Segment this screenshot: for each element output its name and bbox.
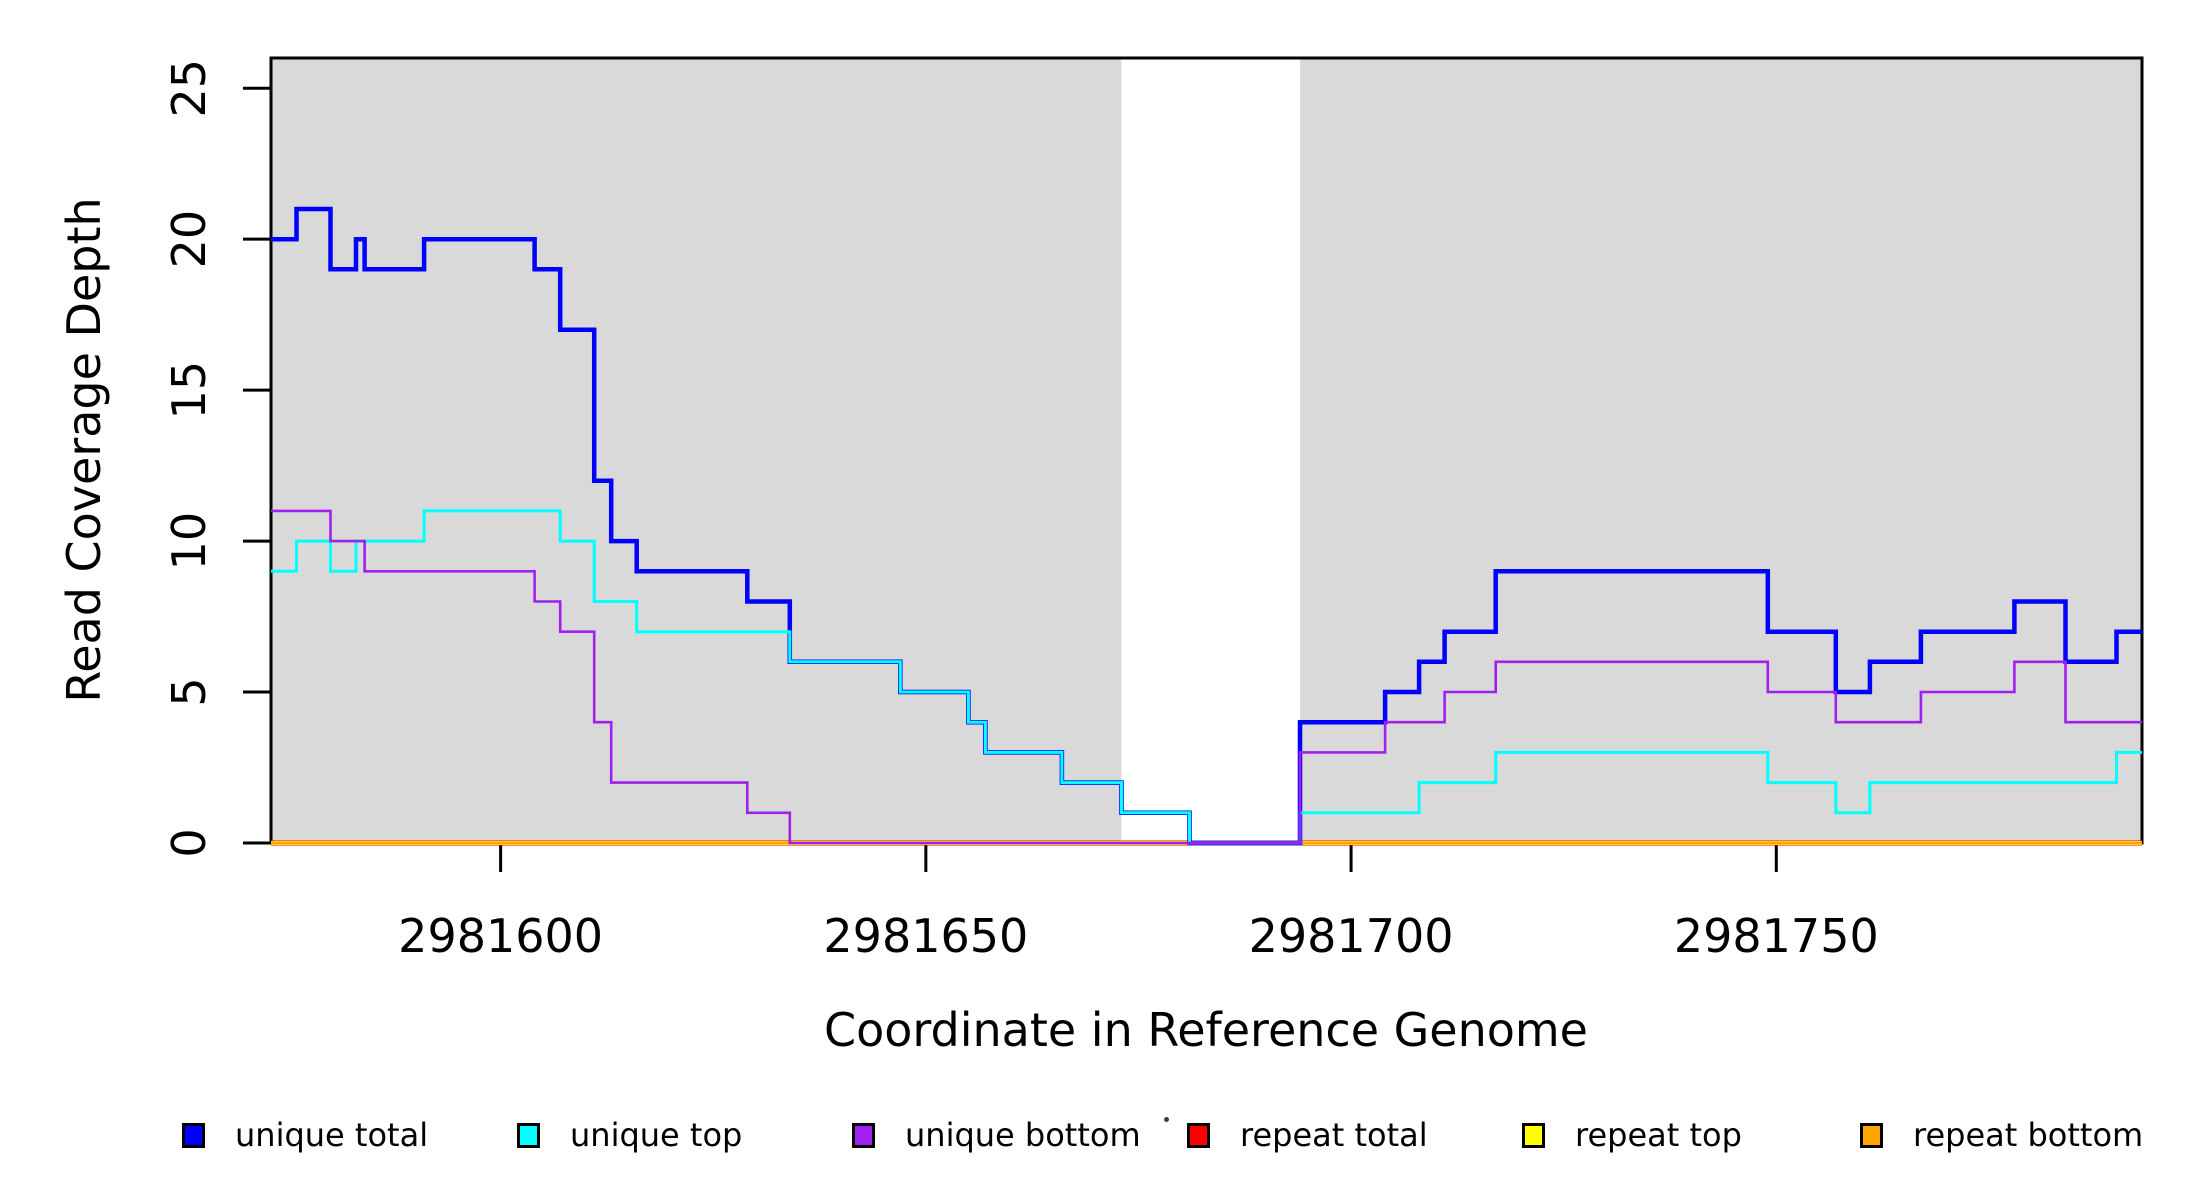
y-tick-label: 20	[162, 210, 216, 269]
legend-item-unique-bottom: unique bottom	[852, 1118, 1141, 1152]
legend-item-unique-total: unique total	[182, 1118, 428, 1152]
legend-swatch-repeat-bottom	[1860, 1122, 1883, 1148]
legend-item-unique-top: unique top	[517, 1118, 742, 1152]
legend-item-repeat-top: repeat top	[1522, 1118, 1742, 1152]
y-tick-label: 0	[162, 828, 216, 857]
legend-label: unique top	[570, 1116, 743, 1154]
highlight-region	[1300, 58, 2142, 843]
y-axis-title: Read Coverage Depth	[57, 197, 111, 703]
series-line-unique-top	[271, 509, 2142, 845]
legend: unique total unique top unique bottom re…	[0, 1118, 2200, 1178]
legend-swatch-unique-total	[182, 1122, 205, 1148]
legend-label: unique total	[235, 1116, 429, 1154]
x-tick-label: 2981650	[823, 909, 1028, 963]
x-tick-label: 2981750	[1674, 909, 1879, 963]
legend-swatch-unique-bottom	[852, 1122, 875, 1148]
series-line-unique-bottom	[271, 509, 2142, 845]
legend-label: unique bottom	[905, 1116, 1141, 1154]
highlight-region	[271, 58, 1122, 843]
legend-swatch-repeat-top	[1522, 1122, 1545, 1148]
y-tick-label: 10	[162, 512, 216, 571]
legend-label: repeat top	[1575, 1116, 1742, 1154]
legend-swatch-unique-top	[517, 1122, 540, 1148]
x-tick-label: 2981600	[398, 909, 603, 963]
y-tick-label: 25	[162, 59, 216, 118]
legend-swatch-repeat-total	[1187, 1122, 1210, 1148]
stray-dot-artifact	[1164, 1117, 1169, 1122]
y-tick-label: 5	[162, 677, 216, 706]
legend-label: repeat total	[1240, 1116, 1428, 1154]
x-axis-title: Coordinate in Reference Genome	[824, 1003, 1588, 1057]
y-tick-label: 15	[162, 361, 216, 420]
legend-item-repeat-total: repeat total	[1187, 1118, 1428, 1152]
legend-item-repeat-bottom: repeat bottom	[1860, 1118, 2143, 1152]
x-tick-label: 2981700	[1249, 909, 1454, 963]
legend-label: repeat bottom	[1913, 1116, 2144, 1154]
